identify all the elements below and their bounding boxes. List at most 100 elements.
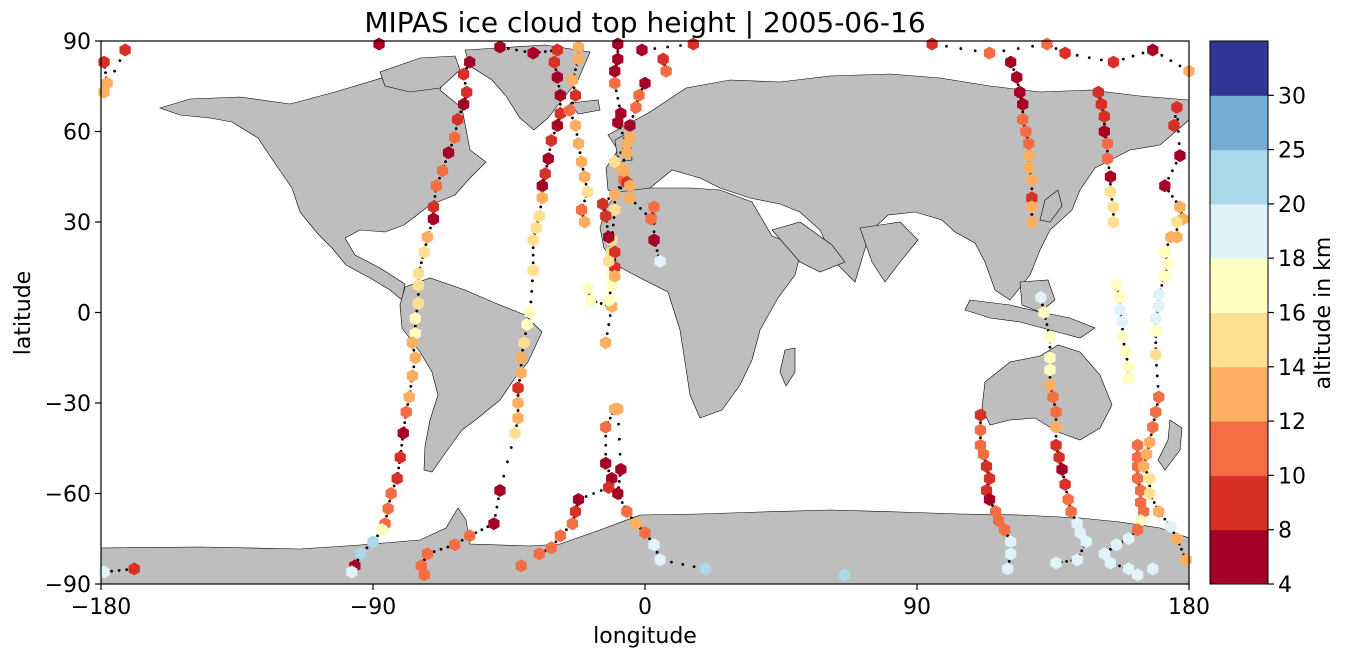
track-dot bbox=[1012, 68, 1016, 72]
cloud-top-point bbox=[612, 487, 624, 500]
track-dot bbox=[945, 44, 948, 48]
cloud-top-point bbox=[1165, 520, 1177, 534]
track-dot bbox=[463, 81, 467, 85]
cloud-top-point bbox=[530, 221, 542, 235]
track-dot bbox=[416, 293, 420, 296]
track-dot bbox=[1110, 197, 1114, 201]
cloud-top-point bbox=[1050, 420, 1062, 434]
track-dot bbox=[521, 348, 524, 352]
cloud-top-point bbox=[403, 390, 415, 404]
cloud-top-point bbox=[1074, 526, 1086, 540]
cloud-top-point bbox=[1122, 360, 1135, 374]
cloud-top-point bbox=[551, 43, 563, 57]
cloud-top-point bbox=[1138, 459, 1150, 473]
land-madagascar bbox=[779, 347, 796, 387]
track-dot bbox=[648, 537, 651, 541]
track-dot bbox=[1062, 475, 1065, 479]
colorbar-segment bbox=[1210, 529, 1268, 585]
track-dot bbox=[118, 59, 122, 63]
colorbar: 4 8 10 12 14 16 18 20 25 30 bbox=[1209, 40, 1306, 598]
cloud-top-point bbox=[1119, 345, 1132, 359]
track-dot bbox=[617, 480, 621, 483]
track-dot bbox=[1125, 357, 1129, 361]
colorbar-tick-label: 20 bbox=[1278, 193, 1306, 218]
track-dot bbox=[516, 394, 520, 397]
land-japan bbox=[1039, 189, 1063, 223]
cloud-top-point bbox=[542, 152, 554, 166]
track-dot bbox=[1121, 327, 1124, 331]
track-dot bbox=[554, 540, 558, 544]
track-dot bbox=[1180, 547, 1183, 551]
cloud-top-point bbox=[612, 52, 624, 66]
track-dot bbox=[516, 409, 520, 412]
cloud-top-point bbox=[1044, 378, 1056, 392]
cloud-top-point bbox=[1101, 137, 1113, 151]
cloud-top-point bbox=[645, 212, 657, 226]
track-dot bbox=[1156, 385, 1160, 388]
colorbar-tick-label: 14 bbox=[1278, 356, 1306, 381]
track-dot bbox=[608, 291, 612, 295]
cloud-top-point bbox=[1104, 185, 1117, 199]
track-dot bbox=[1131, 54, 1135, 58]
track-dot bbox=[446, 545, 450, 549]
track-dot bbox=[531, 253, 535, 257]
track-dot bbox=[413, 324, 417, 328]
x-axis: −180 −90 0 90 180 bbox=[71, 584, 1210, 620]
cloud-top-point bbox=[621, 505, 633, 519]
track-dot bbox=[1154, 341, 1158, 345]
cloud-top-point bbox=[569, 119, 582, 132]
x-tick-label: −90 bbox=[350, 595, 396, 620]
data-points bbox=[98, 37, 1195, 582]
track-dot bbox=[614, 89, 618, 93]
cloud-top-point bbox=[1050, 405, 1062, 419]
track-dot bbox=[618, 452, 622, 456]
track-dot bbox=[574, 68, 577, 72]
cloud-top-point bbox=[494, 40, 506, 54]
track-dot bbox=[991, 504, 994, 507]
track-dot bbox=[1007, 559, 1011, 563]
cloud-top-point bbox=[1098, 547, 1110, 561]
track-dot bbox=[1176, 118, 1180, 121]
cloud-top-point bbox=[974, 423, 987, 437]
cloud-top-point bbox=[603, 254, 615, 268]
track-dot bbox=[1072, 516, 1076, 520]
cloud-top-point bbox=[1005, 547, 1017, 561]
track-dot bbox=[1152, 418, 1156, 421]
track-dot bbox=[1109, 547, 1112, 551]
track-dot bbox=[1122, 342, 1126, 346]
track-dot bbox=[529, 300, 533, 304]
track-dot bbox=[1030, 187, 1034, 191]
cloud-top-point bbox=[391, 471, 403, 485]
track-dot bbox=[1148, 484, 1152, 488]
cloud-top-point bbox=[1144, 435, 1156, 449]
cloud-top-point bbox=[1171, 215, 1183, 229]
track-dot bbox=[1166, 243, 1170, 247]
track-dot bbox=[644, 212, 648, 216]
track-dot bbox=[1155, 374, 1159, 378]
track-dot bbox=[531, 261, 535, 265]
track-dot bbox=[403, 421, 407, 425]
cloud-top-point bbox=[603, 481, 615, 494]
track-dot bbox=[655, 249, 659, 253]
cloud-top-point bbox=[657, 52, 669, 66]
x-axis-label: longitude bbox=[593, 624, 697, 649]
track-dot bbox=[613, 200, 617, 204]
track-dot bbox=[518, 378, 521, 382]
cloud-top-point bbox=[1101, 152, 1113, 166]
track-dot bbox=[584, 495, 588, 498]
track-dot bbox=[1054, 434, 1058, 438]
cloud-top-point bbox=[1104, 170, 1117, 184]
track-dot bbox=[531, 279, 534, 283]
cloud-top-point bbox=[551, 70, 563, 84]
track-dot bbox=[653, 47, 657, 50]
track-dot bbox=[604, 434, 608, 438]
cloud-top-point bbox=[1059, 46, 1071, 60]
track-dot bbox=[617, 437, 621, 441]
cloud-top-point bbox=[1113, 303, 1126, 316]
track-dot bbox=[506, 47, 510, 50]
cloud-top-point bbox=[521, 318, 533, 332]
cloud-top-point bbox=[603, 230, 615, 244]
cloud-top-point bbox=[999, 523, 1011, 537]
track-dot bbox=[1102, 122, 1106, 126]
cloud-top-point bbox=[464, 529, 476, 543]
